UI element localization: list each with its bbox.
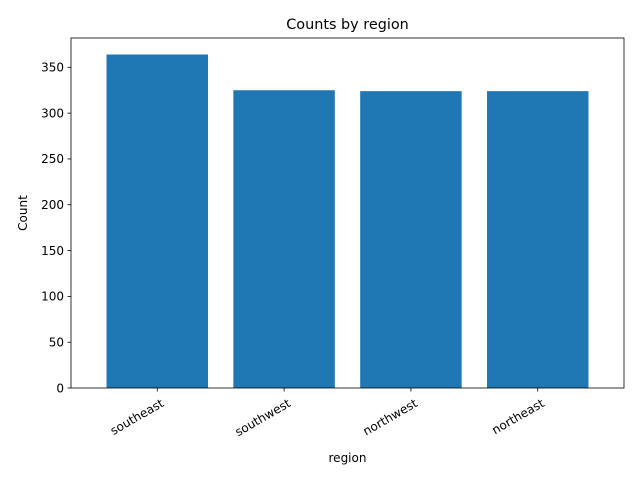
y-tick-label: 100 xyxy=(41,290,64,304)
y-tick-label: 350 xyxy=(41,61,64,75)
y-tick-label: 300 xyxy=(41,106,64,120)
y-tick-label: 50 xyxy=(49,335,64,349)
y-tick-label: 200 xyxy=(41,198,64,212)
axes-frame xyxy=(70,37,625,389)
x-axis-label: region xyxy=(329,451,367,465)
y-tick-label: 0 xyxy=(56,381,64,395)
y-tick-label: 150 xyxy=(41,244,64,258)
y-tick-label: 250 xyxy=(41,152,64,166)
bar-southeast xyxy=(106,54,208,388)
bar-southwest xyxy=(233,90,335,388)
bar-northeast xyxy=(487,91,589,388)
y-axis-label: Count xyxy=(16,195,30,231)
bar-northwest xyxy=(360,91,462,388)
chart-title: Counts by region xyxy=(286,17,409,33)
